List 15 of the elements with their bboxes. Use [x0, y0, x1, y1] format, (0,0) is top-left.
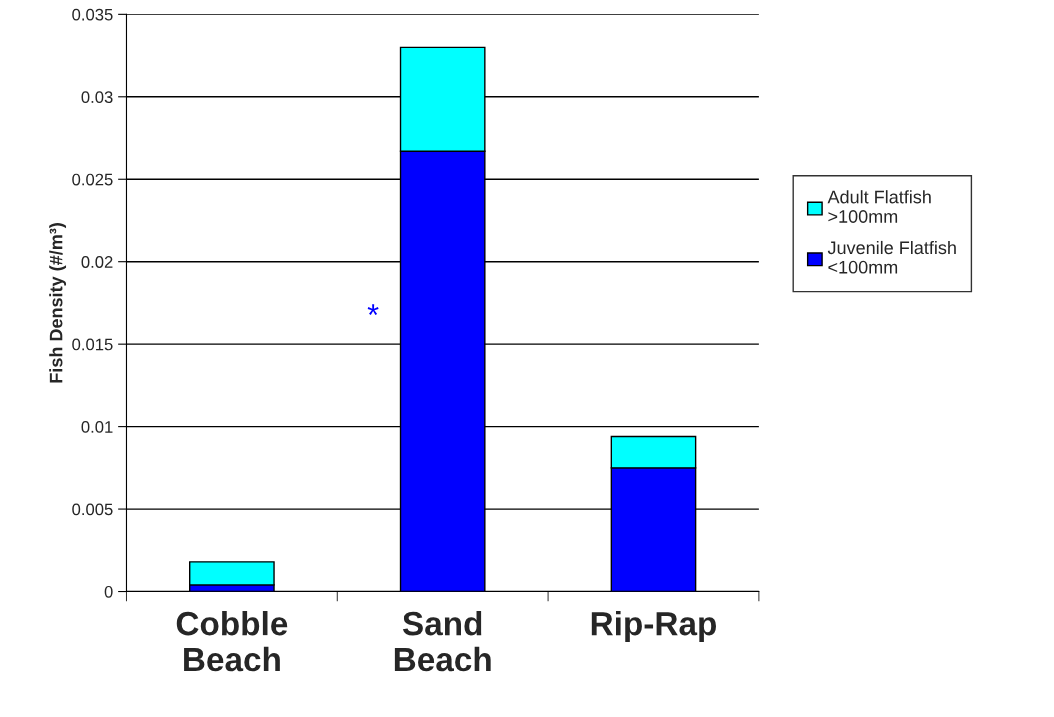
y-tick-label: 0.01 — [81, 421, 113, 433]
y-tick-label: 0.005 — [72, 503, 113, 516]
y-tick-label: 0.015 — [72, 338, 113, 351]
y-tick-label: 0 — [104, 585, 113, 598]
legend-label: Juvenile Flatfish <100mm — [827, 240, 956, 274]
x-tick-label: Rip-Rap — [591, 610, 716, 643]
y-tick-label: 0.035 — [72, 8, 113, 21]
x-tick-label: Cobble Beach — [176, 610, 288, 672]
y-tick-label: 0.03 — [81, 91, 113, 103]
x-tick-label: Sand Beach — [394, 610, 491, 672]
legend-label: Adult Flatfish >100mm — [827, 190, 931, 223]
annotation: * — [367, 304, 379, 315]
y-axis-title: Fish Density (#/m³) — [49, 223, 67, 383]
y-tick-label: 0.02 — [81, 256, 113, 268]
y-tick-label: 0.025 — [72, 173, 113, 186]
